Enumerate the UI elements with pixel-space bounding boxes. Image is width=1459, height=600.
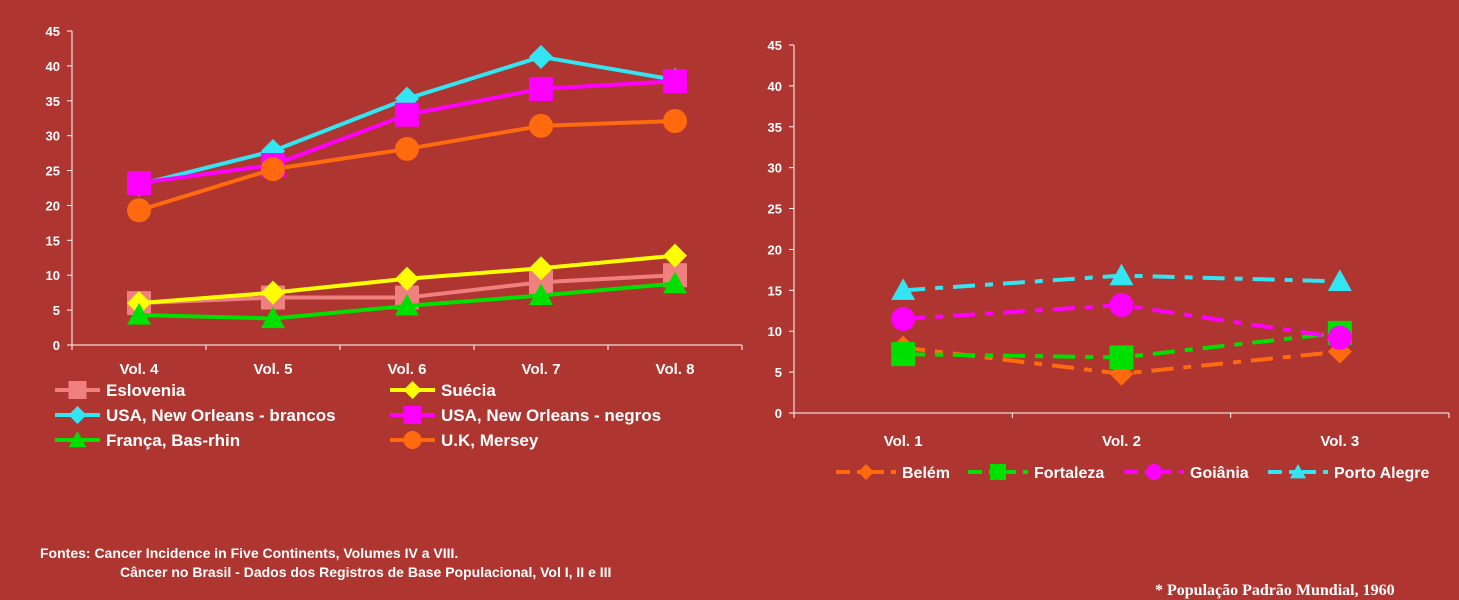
data-point-franca-bas-rhin [261, 306, 285, 329]
data-point-franca-bas-rhin [127, 302, 151, 325]
data-point-u-k-mersey [261, 157, 285, 182]
y-tick-label: 10 [768, 324, 782, 339]
y-tick-label: 20 [768, 242, 782, 257]
data-point-porto-alegre [1109, 263, 1134, 286]
legend-swatch-marker [68, 381, 87, 399]
y-tick-label: 40 [46, 59, 60, 74]
legend-swatch-marker [403, 381, 422, 399]
y-tick-label: 0 [53, 338, 60, 353]
legend-swatch-marker [990, 464, 1006, 480]
y-tick-label: 15 [46, 233, 60, 248]
y-tick-label: 0 [775, 406, 782, 421]
legend-label: USA, New Orleans - brancos [106, 406, 336, 425]
data-point-usa-new-orleans-negros [395, 102, 419, 127]
series-franca-bas-rhin [127, 271, 687, 329]
y-tick-label: 30 [46, 129, 60, 144]
data-point-franca-bas-rhin [529, 283, 553, 306]
y-tick-label: 5 [53, 303, 60, 318]
data-point-suecia [395, 266, 419, 291]
data-point-franca-bas-rhin [663, 271, 687, 294]
legend-swatch-marker [1290, 464, 1306, 479]
sources-line-2: Câncer no Brasil - Dados dos Registros d… [120, 564, 612, 580]
data-point-porto-alegre [1327, 269, 1352, 291]
legend-label: Suécia [441, 381, 496, 400]
x-tick-label: Vol. 2 [1102, 433, 1141, 450]
series-usa-new-orleans-negros [127, 69, 687, 196]
series-fortaleza [891, 320, 1352, 370]
data-point-usa-new-orleans-brancos [529, 44, 553, 69]
legend-swatch-marker [68, 431, 87, 448]
y-tick-label: 45 [768, 38, 782, 53]
x-tick-label: Vol. 5 [254, 361, 293, 378]
data-point-fortaleza [891, 342, 916, 367]
y-tick-label: 40 [768, 79, 782, 94]
data-point-usa-new-orleans-negros [663, 69, 687, 94]
x-tick-label: Vol. 8 [656, 361, 695, 378]
data-point-franca-bas-rhin [395, 293, 419, 316]
legend-swatch-marker [403, 431, 422, 449]
y-tick-label: 45 [46, 24, 60, 39]
x-tick-label: Vol. 4 [120, 361, 160, 378]
legend-label: Goiânia [1190, 465, 1249, 482]
data-point-porto-alegre [891, 278, 916, 300]
series-u-k-mersey [127, 109, 687, 223]
series-goiania [891, 293, 1352, 350]
x-tick-label: Vol. 6 [388, 361, 427, 378]
data-point-u-k-mersey [663, 109, 687, 134]
legend-swatch-marker [1146, 464, 1162, 480]
y-tick-label: 25 [768, 202, 782, 217]
series-porto-alegre [891, 263, 1352, 300]
data-point-usa-new-orleans-negros [127, 171, 151, 196]
legend-1: Eslovenia Suécia USA, New Orleans - branco… [55, 381, 661, 450]
legend-swatch-marker [858, 464, 874, 480]
legend-label: U.K, Mersey [441, 431, 539, 450]
data-point-goiania [891, 306, 916, 331]
data-point-u-k-mersey [395, 136, 419, 161]
legend-label: Belém [902, 465, 950, 482]
legend-label: Porto Alegre [1334, 465, 1430, 482]
y-tick-label: 35 [46, 94, 60, 109]
y-tick-label: 30 [768, 161, 782, 176]
data-point-suecia [663, 243, 687, 268]
chart-2: 0 5 10 15 20 25 30 35 40 45 Vol. 1 Vol. 2 Vol. 3 Belé… [768, 38, 1450, 482]
data-point-goiania [1327, 325, 1352, 350]
sources-line-1: Fontes: Cancer Incidence in Five Contine… [40, 545, 459, 561]
legend-label: França, Bas-rhin [106, 431, 240, 450]
x-tick-label: Vol. 1 [884, 433, 923, 450]
footnote: * População Padrão Mundial, 1960 [1155, 582, 1395, 599]
data-point-fortaleza [1109, 345, 1134, 370]
legend-swatch-marker [403, 406, 422, 424]
y-tick-label: 20 [46, 198, 60, 213]
series-suecia [127, 243, 687, 316]
x-tick-label: Vol. 7 [522, 361, 561, 378]
y-tick-label: 15 [768, 283, 782, 298]
legend-label: Fortaleza [1034, 465, 1104, 482]
data-point-suecia [261, 280, 285, 305]
chart-1: 0 5 10 15 20 25 30 35 40 45 Vol. 4 Vol. 5 Vol. 6 Vol.… [46, 24, 743, 450]
x-tick-label: Vol. 3 [1320, 433, 1359, 450]
data-point-u-k-mersey [529, 113, 553, 138]
y-tick-label: 10 [46, 268, 60, 283]
data-point-suecia [529, 256, 553, 281]
y-tick-label: 5 [775, 365, 782, 380]
data-point-u-k-mersey [127, 198, 151, 223]
data-point-goiania [1109, 293, 1134, 318]
legend-label: Eslovenia [106, 381, 186, 400]
sources-note: Fontes: Cancer Incidence in Five Contine… [40, 544, 611, 582]
data-point-usa-new-orleans-negros [529, 76, 553, 101]
legend-label: USA, New Orleans - negros [441, 406, 661, 425]
legend-2: Belém Fortaleza Goiânia Porto Alegre [836, 464, 1430, 482]
legend-swatch-marker [68, 406, 87, 424]
y-tick-label: 35 [768, 120, 782, 135]
y-tick-label: 25 [46, 164, 60, 179]
